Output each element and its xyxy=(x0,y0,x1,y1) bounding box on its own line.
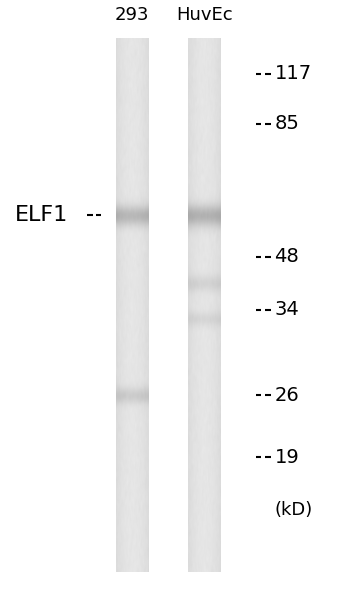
Text: 34: 34 xyxy=(274,300,299,319)
Text: 26: 26 xyxy=(274,386,299,405)
Text: 117: 117 xyxy=(274,64,311,83)
Text: 293: 293 xyxy=(115,5,149,24)
Text: 19: 19 xyxy=(274,448,299,467)
Text: (kD): (kD) xyxy=(274,502,313,519)
Text: HuvEc: HuvEc xyxy=(176,5,233,24)
Text: 48: 48 xyxy=(274,247,299,266)
Text: ELF1: ELF1 xyxy=(14,205,68,225)
Text: 85: 85 xyxy=(274,114,299,133)
